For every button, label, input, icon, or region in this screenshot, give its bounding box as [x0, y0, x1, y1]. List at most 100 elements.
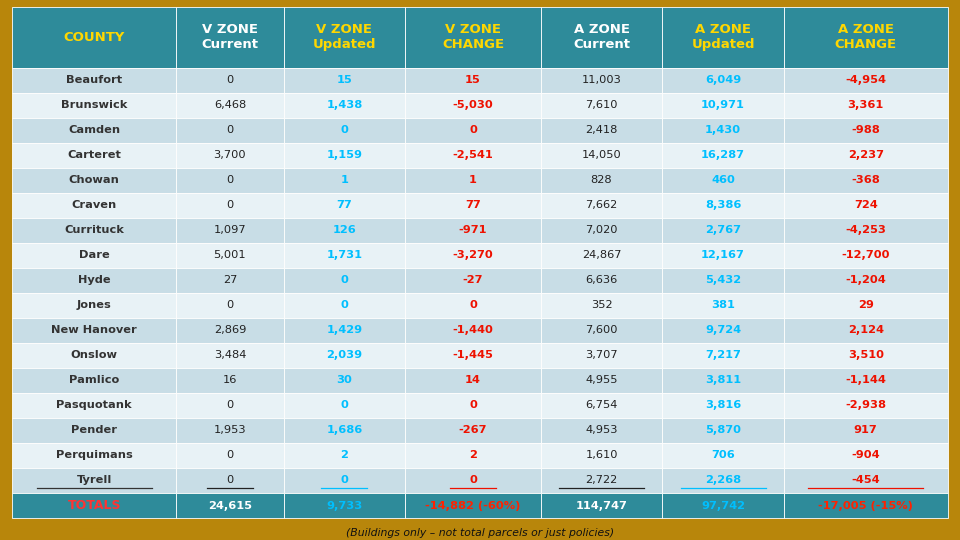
Bar	[176, 193, 283, 218]
Bar	[176, 318, 283, 343]
Text: Brunswick: Brunswick	[61, 100, 128, 110]
Text: 1,438: 1,438	[326, 100, 363, 110]
Bar	[12, 143, 176, 167]
Bar	[176, 418, 283, 443]
Text: 14: 14	[465, 375, 481, 386]
Bar	[662, 443, 784, 468]
Bar	[540, 242, 662, 268]
Bar	[176, 268, 283, 293]
Bar	[784, 143, 948, 167]
Bar	[283, 443, 405, 468]
Text: 7,020: 7,020	[586, 225, 618, 235]
Text: 2,124: 2,124	[848, 325, 884, 335]
Bar	[662, 468, 784, 493]
Bar	[784, 7, 948, 68]
Text: 1: 1	[341, 175, 348, 185]
Bar	[662, 218, 784, 242]
Text: -1,440: -1,440	[452, 325, 493, 335]
Text: 9,724: 9,724	[705, 325, 741, 335]
Bar	[540, 343, 662, 368]
Text: 3,510: 3,510	[848, 350, 884, 360]
Bar	[176, 293, 283, 318]
Text: -4,253: -4,253	[845, 225, 886, 235]
Text: 3,811: 3,811	[705, 375, 741, 386]
Bar	[12, 118, 176, 143]
Text: 11,003: 11,003	[582, 75, 621, 85]
Text: 97,742: 97,742	[701, 501, 745, 510]
Text: 7,600: 7,600	[586, 325, 618, 335]
Text: 2: 2	[469, 450, 477, 461]
Text: 2,869: 2,869	[214, 325, 246, 335]
Text: Dare: Dare	[79, 250, 109, 260]
Bar	[662, 293, 784, 318]
Text: Carteret: Carteret	[67, 150, 121, 160]
Text: 1,731: 1,731	[326, 250, 363, 260]
Text: -988: -988	[852, 125, 880, 135]
Bar	[405, 393, 540, 418]
Text: 1,097: 1,097	[213, 225, 246, 235]
Bar	[12, 293, 176, 318]
Bar	[283, 418, 405, 443]
Text: 3,484: 3,484	[214, 350, 246, 360]
Text: Onslow: Onslow	[71, 350, 118, 360]
Text: 5,432: 5,432	[705, 275, 741, 285]
Bar	[784, 118, 948, 143]
Text: Jones: Jones	[77, 300, 111, 310]
Bar	[784, 468, 948, 493]
Text: Chowan: Chowan	[69, 175, 120, 185]
Text: -3,270: -3,270	[452, 250, 493, 260]
Bar	[784, 493, 948, 518]
Bar	[540, 92, 662, 118]
Bar	[283, 293, 405, 318]
Text: COUNTY: COUNTY	[63, 31, 125, 44]
Bar	[12, 7, 176, 68]
Bar	[405, 193, 540, 218]
Text: 1: 1	[469, 175, 477, 185]
Text: 30: 30	[337, 375, 352, 386]
Text: 2,722: 2,722	[586, 476, 617, 485]
Text: 27: 27	[223, 275, 237, 285]
Bar	[283, 343, 405, 368]
Bar	[784, 343, 948, 368]
Text: 16,287: 16,287	[701, 150, 745, 160]
Text: 29: 29	[858, 300, 874, 310]
Text: 7,217: 7,217	[706, 350, 741, 360]
Text: -267: -267	[459, 426, 488, 435]
Bar	[662, 242, 784, 268]
Text: 0: 0	[469, 400, 477, 410]
Text: -14,882 (-60%): -14,882 (-60%)	[425, 501, 520, 510]
Text: Pasquotank: Pasquotank	[57, 400, 132, 410]
Text: 15: 15	[465, 75, 481, 85]
Bar	[540, 268, 662, 293]
Bar	[176, 92, 283, 118]
Text: A ZONE
Current: A ZONE Current	[573, 23, 630, 51]
Bar	[662, 393, 784, 418]
Bar	[662, 343, 784, 368]
Bar	[784, 368, 948, 393]
Text: -27: -27	[463, 275, 483, 285]
Bar	[662, 193, 784, 218]
Bar	[12, 343, 176, 368]
Bar	[12, 92, 176, 118]
Bar	[662, 418, 784, 443]
Text: 6,468: 6,468	[214, 100, 246, 110]
Bar	[405, 7, 540, 68]
Text: 2,039: 2,039	[326, 350, 363, 360]
Text: 0: 0	[227, 125, 233, 135]
Bar	[283, 118, 405, 143]
Bar	[662, 368, 784, 393]
Text: 10,971: 10,971	[701, 100, 745, 110]
Text: 2: 2	[341, 450, 348, 461]
Bar	[662, 493, 784, 518]
Text: 7,662: 7,662	[586, 200, 617, 210]
Text: 1,159: 1,159	[326, 150, 363, 160]
Bar	[405, 493, 540, 518]
Text: 6,636: 6,636	[586, 275, 617, 285]
Text: Beaufort: Beaufort	[66, 75, 122, 85]
Bar	[405, 318, 540, 343]
Text: New Hanover: New Hanover	[52, 325, 137, 335]
Text: 126: 126	[332, 225, 356, 235]
Bar	[405, 218, 540, 242]
Bar	[662, 143, 784, 167]
Text: 15: 15	[337, 75, 352, 85]
